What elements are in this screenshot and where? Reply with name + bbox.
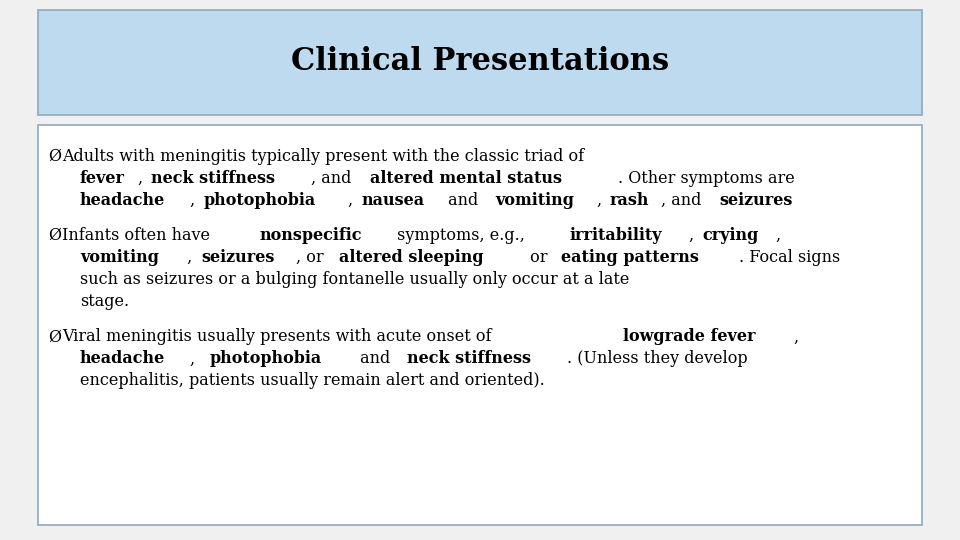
Text: , and: , and [311,170,357,187]
Text: ,: , [190,192,201,209]
Text: nonspecific: nonspecific [259,227,362,244]
Text: . (Unless they develop: . (Unless they develop [566,350,748,367]
FancyBboxPatch shape [38,10,922,115]
Text: vomiting: vomiting [494,192,574,209]
Text: and: and [354,350,396,367]
Text: Ø: Ø [48,148,61,165]
Text: Clinical Presentations: Clinical Presentations [291,46,669,78]
Text: fever: fever [80,170,125,187]
Text: eating patterns: eating patterns [561,249,699,266]
Text: Viral meningitis usually presents with acute onset of: Viral meningitis usually presents with a… [62,328,496,346]
Text: , or: , or [297,249,329,266]
Text: headache: headache [80,350,165,367]
Text: nausea: nausea [361,192,424,209]
Text: Adults with meningitis typically present with the classic triad of: Adults with meningitis typically present… [62,148,584,165]
Text: neck stiffness: neck stiffness [152,170,276,187]
Text: Ø: Ø [48,328,61,346]
Text: encephalitis, patients usually remain alert and oriented).: encephalitis, patients usually remain al… [80,373,544,389]
Text: irritability: irritability [570,227,662,244]
Text: lowgrade fever: lowgrade fever [623,328,756,346]
Text: Ø: Ø [48,227,61,244]
Text: photophobia: photophobia [204,192,316,209]
Text: rash: rash [610,192,650,209]
Text: vomiting: vomiting [80,249,159,266]
Text: stage.: stage. [80,293,130,310]
Text: symptoms, e.g.,: symptoms, e.g., [392,227,530,244]
Text: such as seizures or a bulging fontanelle usually only occur at a late: such as seizures or a bulging fontanelle… [80,271,630,288]
Text: ,: , [776,227,780,244]
Text: crying: crying [703,227,758,244]
Text: ,: , [182,249,198,266]
Text: ,: , [190,350,205,367]
Text: ,: , [689,227,700,244]
Text: . Other symptoms are: . Other symptoms are [617,170,795,187]
Text: , and: , and [661,192,707,209]
Text: seizures: seizures [202,249,276,266]
Text: altered mental status: altered mental status [370,170,562,187]
Text: or: or [525,249,553,266]
Text: ,: , [348,192,358,209]
Text: photophobia: photophobia [210,350,323,367]
Text: ,: , [794,328,799,346]
Text: . Focal signs: . Focal signs [739,249,840,266]
Text: Infants often have: Infants often have [62,227,215,244]
Text: ,: , [138,170,148,187]
Text: neck stiffness: neck stiffness [407,350,531,367]
Text: seizures: seizures [720,192,793,209]
Text: ,: , [597,192,607,209]
Text: altered sleeping: altered sleeping [339,249,483,266]
FancyBboxPatch shape [38,125,922,525]
Text: and: and [443,192,483,209]
Text: headache: headache [80,192,165,209]
